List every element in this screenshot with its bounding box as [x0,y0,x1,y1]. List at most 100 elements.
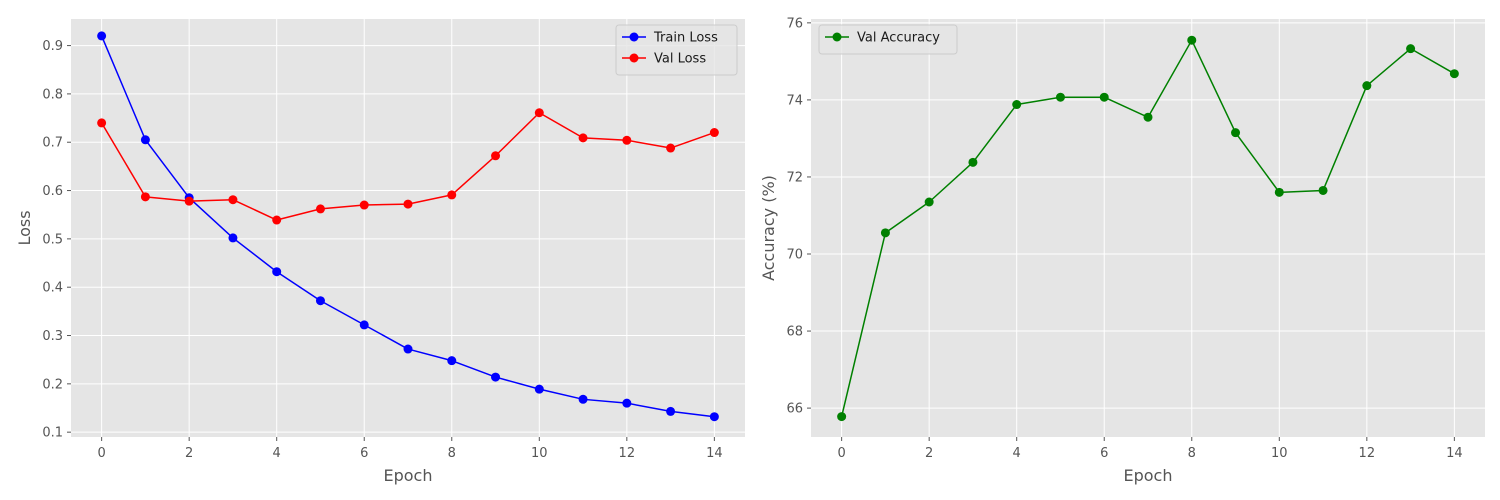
data-point [1274,187,1284,197]
data-point [622,398,632,408]
data-point [97,118,107,128]
legend-label: Val Loss [654,52,706,67]
data-point [1231,128,1241,138]
data-point [272,215,282,225]
legend-marker [832,32,842,42]
legend-entry: Val Loss [622,52,706,67]
y-tick-label: 68 [786,325,803,340]
legend: Train Loss Val Loss [615,24,738,76]
data-point [184,196,194,206]
x-tick-label: 6 [360,446,368,461]
data-point [272,267,282,277]
y-axis-label: Accuracy (%) [759,175,778,281]
y-tick-label: 0.6 [42,184,63,199]
x-tick-label: 14 [706,446,723,461]
data-point [97,31,107,41]
data-point [315,296,325,306]
data-point [622,135,632,145]
y-tick-label: 0.4 [42,281,63,296]
data-point [880,228,890,238]
x-tick-label: 14 [1446,446,1463,461]
data-point [359,320,369,330]
data-point [1362,81,1372,91]
data-point [403,199,413,209]
data-point [491,372,501,382]
series-val-accuracy [837,35,1459,422]
data-point [447,356,457,366]
x-axis-label: Epoch [384,466,433,485]
data-point [140,192,150,202]
y-tick-label: 66 [786,402,803,417]
data-point [1449,69,1459,79]
data-point [578,133,588,143]
y-tick-label: 74 [786,93,803,108]
y-tick-label: 72 [786,170,803,185]
x-tick-label: 6 [1100,446,1108,461]
chart-1: 0 2 4 6 8 10 12 14 0.1 0.2 0.3 0.4 0.5 0.6 0.7 0.8 0.9 Ep… [15,19,745,485]
y-axis-label: Loss [15,210,34,245]
data-point [228,195,238,205]
y-tick-label: 0.5 [42,232,63,247]
data-point [968,157,978,167]
series-val-loss [97,108,719,225]
legend: Val Accuracy [818,24,958,55]
data-point [666,406,676,416]
y-tick-label: 0.3 [42,329,63,344]
legend-marker [629,32,639,42]
legend-entry: Val Accuracy [825,31,940,46]
data-point [228,233,238,243]
data-point [709,412,719,422]
y-tick-label: 76 [786,16,803,31]
legend-entry: Train Loss [622,31,718,46]
x-tick-label: 4 [1013,446,1021,461]
legend-label: Val Accuracy [857,31,940,46]
y-tick-label: 0.1 [42,426,63,441]
x-tick-label: 12 [1359,446,1376,461]
data-point [1406,44,1416,54]
plot-area [811,19,1485,437]
y-tick-label: 0.7 [42,136,63,151]
y-tick-label: 0.8 [42,87,63,102]
data-point [1187,35,1197,45]
x-axis-label: Epoch [1124,466,1173,485]
x-tick-label: 8 [448,446,456,461]
x-tick-label: 0 [97,446,105,461]
y-tick-label: 70 [786,248,803,263]
x-tick-label: 2 [925,446,933,461]
data-point [1055,92,1065,102]
x-tick-label: 2 [185,446,193,461]
x-tick-label: 0 [837,446,845,461]
legend-label: Train Loss [653,31,718,46]
data-point [837,412,847,422]
legend-box [818,24,958,55]
x-tick-label: 8 [1188,446,1196,461]
data-point [924,197,934,207]
data-point [315,204,325,214]
series-train-loss [97,31,719,422]
data-point [1143,112,1153,122]
data-point [709,128,719,138]
legend-box [615,24,738,76]
data-point [403,344,413,354]
x-tick-label: 12 [619,446,636,461]
data-point [666,143,676,153]
x-tick-label: 4 [273,446,281,461]
data-point [447,190,457,200]
data-point [491,151,501,161]
data-point [359,200,369,210]
plot-area [71,19,745,437]
data-point [1318,185,1328,195]
x-tick-label: 10 [1271,446,1288,461]
data-point [534,384,544,394]
data-point [1099,92,1109,102]
y-tick-label: 0.9 [42,39,63,54]
data-point [1012,100,1022,110]
data-point [578,394,588,404]
data-point [140,135,150,145]
data-point [534,108,544,118]
y-tick-label: 0.2 [42,377,63,392]
x-tick-label: 10 [531,446,548,461]
legend-marker [629,53,639,63]
